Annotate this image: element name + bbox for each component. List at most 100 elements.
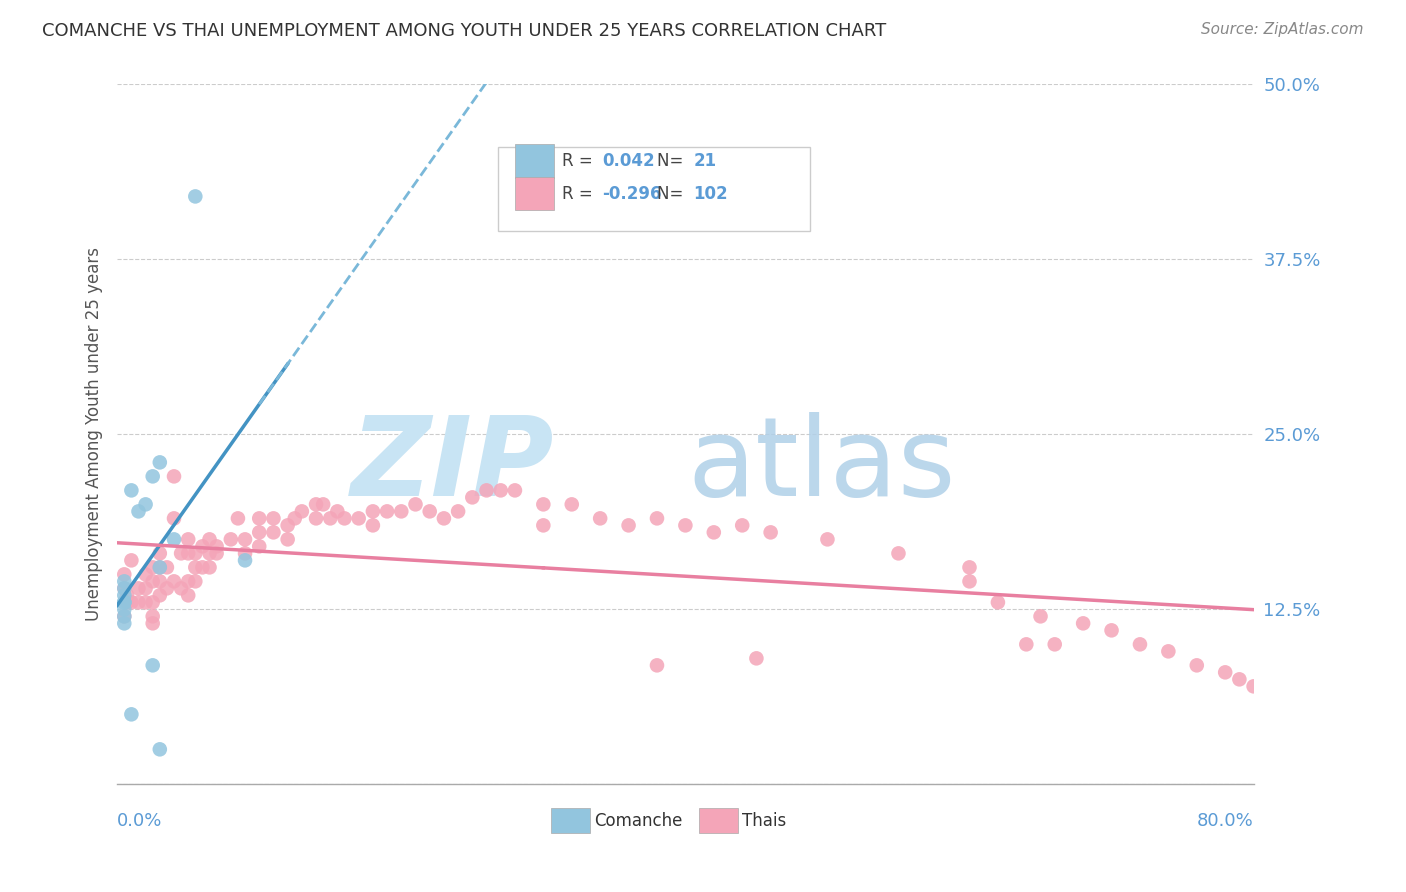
Point: [142, 658, 165, 673]
Point: [433, 511, 456, 525]
Point: [489, 483, 512, 498]
Point: [1101, 624, 1123, 638]
Point: [645, 658, 668, 673]
Point: [419, 504, 441, 518]
Point: [645, 511, 668, 525]
Point: [284, 511, 307, 525]
Point: [191, 560, 214, 574]
Point: [112, 609, 135, 624]
Point: [120, 483, 142, 498]
Text: Source: ZipAtlas.com: Source: ZipAtlas.com: [1201, 22, 1364, 37]
Point: [163, 533, 186, 547]
Point: [142, 560, 165, 574]
Point: [305, 497, 328, 511]
Point: [112, 588, 135, 602]
Point: [177, 533, 200, 547]
Point: [205, 540, 228, 554]
Point: [142, 616, 165, 631]
Point: [503, 483, 526, 498]
Point: [135, 595, 157, 609]
Point: [531, 518, 554, 533]
Text: 0.042: 0.042: [602, 152, 655, 169]
Point: [112, 609, 135, 624]
Point: [149, 546, 172, 560]
Point: [163, 574, 186, 589]
Point: [262, 525, 284, 540]
Point: [149, 560, 172, 574]
Point: [291, 504, 314, 518]
Point: [887, 546, 910, 560]
Point: [135, 567, 157, 582]
Point: [128, 595, 150, 609]
Point: [326, 504, 349, 518]
Point: [191, 540, 214, 554]
Point: [184, 189, 207, 203]
Point: [177, 574, 200, 589]
Point: [447, 504, 470, 518]
Point: [112, 574, 135, 589]
Point: [226, 511, 249, 525]
Point: [475, 483, 498, 498]
Point: [112, 595, 135, 609]
Point: [333, 511, 356, 525]
Point: [703, 525, 725, 540]
Point: [112, 595, 135, 609]
Point: [1157, 644, 1180, 658]
Point: [198, 560, 221, 574]
Point: [233, 553, 256, 567]
Point: [149, 742, 172, 756]
Point: [987, 595, 1010, 609]
Point: [959, 574, 981, 589]
Point: [375, 504, 398, 518]
Point: [389, 504, 412, 518]
Point: [177, 546, 200, 560]
Point: [128, 582, 150, 596]
Point: [673, 518, 696, 533]
Point: [319, 511, 342, 525]
Point: [142, 469, 165, 483]
Point: [128, 504, 150, 518]
Point: [170, 546, 193, 560]
Point: [247, 525, 270, 540]
Point: [115, 595, 138, 609]
Point: [219, 533, 242, 547]
Text: R =: R =: [561, 152, 598, 169]
Point: [247, 511, 270, 525]
Point: [198, 533, 221, 547]
Point: [347, 511, 370, 525]
Point: [112, 567, 135, 582]
Point: [184, 574, 207, 589]
Point: [163, 511, 186, 525]
Point: [617, 518, 640, 533]
Point: [120, 595, 142, 609]
Point: [262, 511, 284, 525]
Point: [149, 588, 172, 602]
Text: COMANCHE VS THAI UNEMPLOYMENT AMONG YOUTH UNDER 25 YEARS CORRELATION CHART: COMANCHE VS THAI UNEMPLOYMENT AMONG YOUT…: [42, 22, 886, 40]
Point: [1185, 658, 1208, 673]
Point: [120, 553, 142, 567]
Point: [184, 560, 207, 574]
Point: [817, 533, 839, 547]
Point: [163, 469, 186, 483]
Point: [405, 497, 427, 511]
Point: [177, 588, 200, 602]
Point: [205, 546, 228, 560]
Point: [112, 595, 135, 609]
Point: [135, 497, 157, 511]
Point: [115, 588, 138, 602]
Point: [959, 560, 981, 574]
Point: [233, 546, 256, 560]
Text: N=: N=: [657, 185, 689, 202]
Point: [112, 616, 135, 631]
FancyBboxPatch shape: [699, 808, 738, 833]
Text: 80.0%: 80.0%: [1197, 813, 1254, 830]
Text: 102: 102: [693, 185, 728, 202]
Point: [1043, 637, 1066, 651]
Point: [277, 533, 299, 547]
Point: [156, 582, 179, 596]
Point: [305, 511, 328, 525]
Point: [156, 560, 179, 574]
FancyBboxPatch shape: [551, 808, 591, 833]
Point: [1243, 679, 1265, 693]
Text: 0.0%: 0.0%: [117, 813, 163, 830]
